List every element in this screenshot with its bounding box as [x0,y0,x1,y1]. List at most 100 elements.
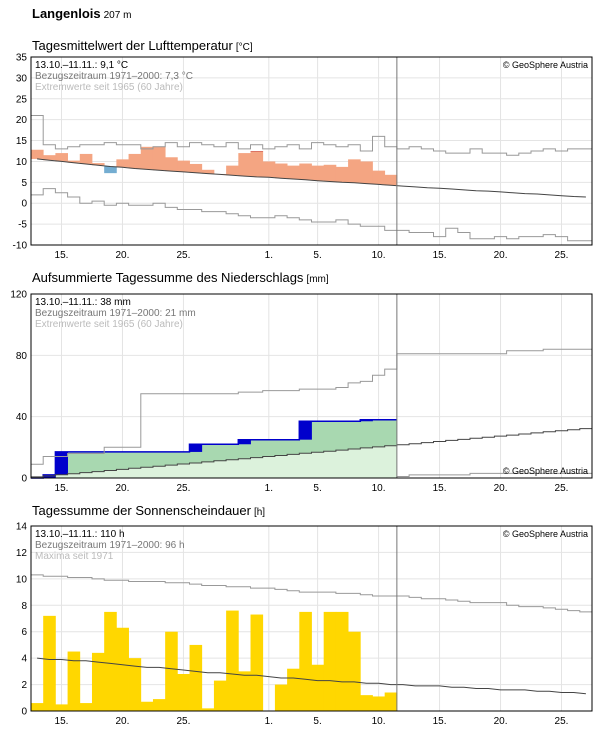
x-tick-label: 20. [116,483,130,494]
plot-border [30,293,593,479]
y-tick-label: 40 [16,412,28,423]
precip-daily-bar [43,474,56,478]
y-tick-label: 2 [21,680,27,691]
precip-cumulative-line [31,418,397,479]
sunshine-bar [128,658,142,711]
sunshine-bar [238,671,251,711]
temp-anomaly-bar [67,160,81,163]
chart-panel-3: 0 2 4 6 8 10 12 14 15. 20. 25. 1. 5. 10. 15. 20. 25. 13.1… [16,522,593,727]
precip-surplus-bar [165,451,178,466]
x-tick-label: 15. [55,250,69,261]
precip-daily-bar [55,451,68,475]
x-tick-label: 10. [372,716,386,727]
sunshine-bar [299,611,312,711]
temp-anomaly-bar [360,161,373,184]
x-tick-label: 1. [265,250,273,261]
y-tick-label: 0 [21,474,27,485]
precip-surplus-bar [140,451,154,468]
precip-surplus-bar [201,444,215,462]
sunshine-bar [165,631,178,711]
precip-daily-bar [360,419,373,422]
x-tick-label: 15. [55,716,69,727]
precip-surplus-bar [213,444,227,461]
copyright-label: © GeoSphere Austria [503,60,588,70]
sunshine-bar [91,652,105,711]
y-tick-label: 30 [16,73,28,84]
x-tick-label: 25. [176,250,190,261]
x-tick-label: 20. [494,716,508,727]
temp-anomaly-bar [79,153,93,164]
temp-anomaly-bar [201,169,215,174]
sunshine-bar [250,614,264,711]
temp-anomaly-bar [311,165,325,181]
sunshine-bar [274,684,288,711]
sunshine-bar [140,701,154,711]
temp-anomaly-bar [250,151,264,177]
sunshine-bar [177,674,190,711]
temp-anomaly-bar [91,163,105,166]
x-tick-label: 5. [313,716,321,727]
temp-anomaly-bar [287,165,300,179]
y-tick-label: 12 [16,548,28,559]
x-tick-label: 15. [433,483,447,494]
chart-panel-1: -10 -5 0 5 10 15 20 25 30 35 15. 20. 25. 1. 5. 10. 15. 20… [13,53,593,261]
x-tick-label: 25. [555,250,569,261]
sunshine-bar [116,627,129,711]
reference-line [37,657,586,695]
precip-surplus-bar [287,439,300,455]
temp-anomaly-bar-strong [250,151,264,152]
x-tick-label: 15. [433,250,447,261]
info-line-1: 13.10.–11.11.: 38 mm [35,297,131,308]
temp-anomaly-bar [335,166,349,183]
info-line-1: 13.10.–11.11.: 110 h [35,529,125,540]
precip-surplus-bar [152,451,166,467]
sunshine-bar [67,651,81,711]
info-line-3: Extremwerte seit 1965 (60 Jahre) [35,319,183,330]
sunshine-bar [31,703,44,711]
temperature-title-text: Tagesmittelwert der Lufttemperatur [32,38,233,53]
precip-surplus-bar [250,439,264,458]
reference-line [31,428,592,478]
temp-anomaly-bar [348,159,361,183]
precip-surplus-bar [311,421,325,453]
y-tick-label: 25 [16,94,28,105]
temp-anomaly-bar [372,170,386,185]
temp-anomaly-bar [384,174,398,186]
station-header: Langenlois 207 m [32,6,131,21]
temp-anomaly-bar [43,155,56,161]
precip-surplus-bar [348,421,361,450]
x-tick-label: 25. [555,716,569,727]
x-tick-label: 25. [176,716,190,727]
y-tick-label: 120 [10,290,27,301]
y-tick-label: 14 [16,522,28,533]
y-tick-label: 0 [21,199,27,210]
max-extreme-line [31,574,592,613]
x-tick-label: 5. [313,483,321,494]
sunshine-bar [323,611,337,711]
y-tick-label: 8 [21,601,27,612]
precip-surplus-bar [128,451,142,469]
info-line-3: Extremwerte seit 1965 (60 Jahre) [35,82,183,93]
precip-daily-bar [299,421,312,440]
precipitation-unit: [mm] [306,274,329,285]
sunshine-bar [287,668,300,711]
y-tick-label: 0 [21,707,27,718]
precipitation-title-text: Aufsummierte Tagessumme des Niederschlag… [32,270,304,285]
y-tick-label: 4 [21,654,27,665]
x-tick-label: 1. [265,483,273,494]
y-tick-label: -5 [18,220,27,231]
info-line-1: 13.10.–11.11.: 9,1 °C [35,60,128,71]
sunshine-bar [384,692,398,711]
sunshine-bar [348,631,361,711]
precip-surplus-bar [384,419,398,446]
temp-anomaly-bar [238,153,251,177]
info-line-2: Bezugszeitraum 1971–2000: 96 h [35,540,185,551]
info-line-3: Maxima seit 1971 [35,551,114,562]
precip-daily-bar [238,439,251,445]
temp-anomaly-bar [152,146,166,171]
precip-surplus-bar [116,451,129,470]
precip-surplus-bar [91,451,105,472]
copyright-label: © GeoSphere Austria [503,529,588,539]
temp-anomaly-bar [128,153,142,169]
